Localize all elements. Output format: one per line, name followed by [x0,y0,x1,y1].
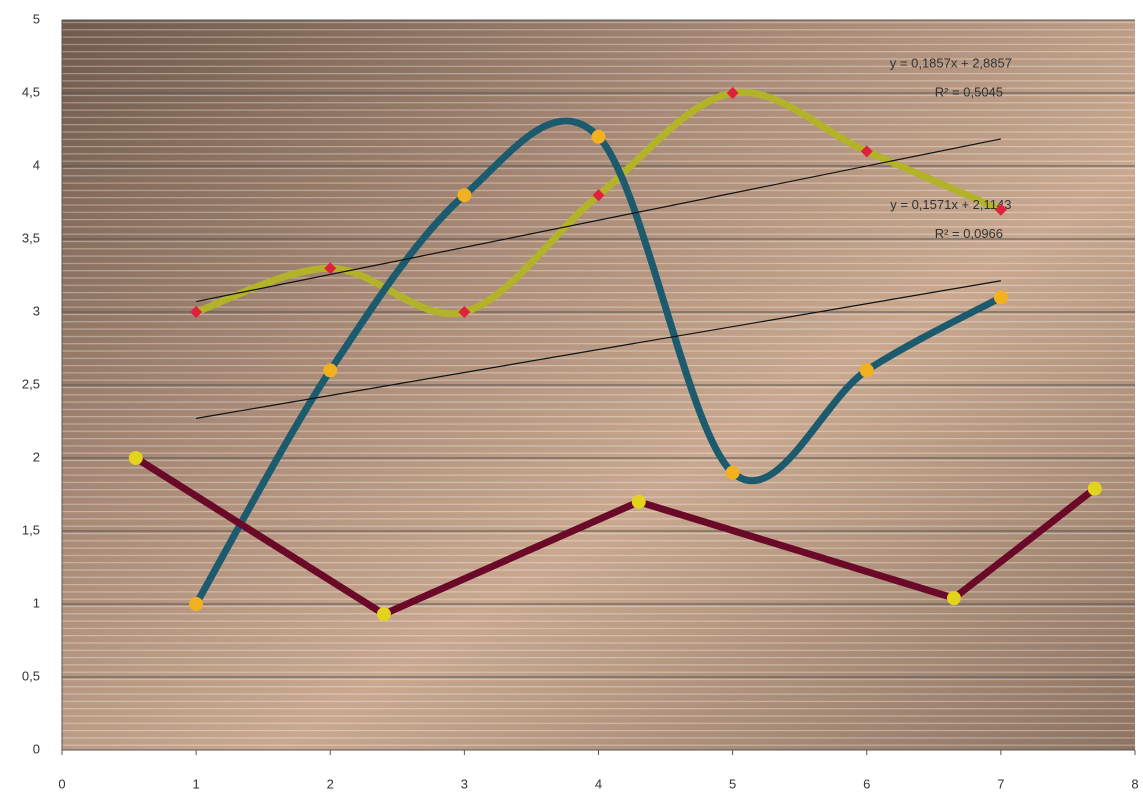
x-tick-label: 0 [58,776,65,791]
trendline [196,138,1001,303]
y-tick-label: 1,5 [22,522,40,537]
y-tick-label: 5 [33,11,40,26]
x-tick-label: 1 [193,776,200,791]
point [631,494,646,509]
point [457,188,472,203]
point [592,189,605,202]
y-tick-label: 2 [33,449,40,464]
point [726,87,739,99]
trendline-equation: y = 0,1571x + 2,1143 [890,197,1011,212]
trendline-r2: R² = 0,0966 [935,226,1003,241]
y-tick-label: 2,5 [22,376,40,391]
point [591,129,606,144]
point [859,363,874,378]
y-tick-label: 4 [33,157,40,172]
point [190,306,203,318]
trendline-equation: y = 0,1857x + 2,8857 [890,55,1012,70]
trendline-r2: R² = 0,5045 [935,84,1003,99]
y-tick-label: 0,5 [22,668,40,683]
x-tick-label: 7 [997,776,1004,791]
x-tick-label: 5 [729,776,736,791]
y-tick-label: 1 [33,595,40,610]
x-tick-label: 6 [863,776,870,791]
point [128,451,143,465]
point [994,203,1007,216]
y-tick-label: 4,5 [22,84,40,99]
point [860,145,873,158]
point [376,607,391,622]
x-tick-label: 3 [461,776,468,791]
point [1087,481,1102,496]
x-tick-label: 4 [595,776,602,791]
trendline [196,280,1001,419]
point [993,290,1008,305]
point [323,363,338,378]
point [725,465,740,480]
point [458,306,471,318]
point [324,262,337,275]
y-tick-label: 0 [33,741,40,756]
y-tick-label: 3 [33,303,40,318]
point [189,597,204,611]
x-tick-label: 2 [327,776,334,791]
y-tick-label: 3,5 [22,230,40,245]
x-tick-label: 8 [1131,776,1138,791]
point [946,591,961,606]
